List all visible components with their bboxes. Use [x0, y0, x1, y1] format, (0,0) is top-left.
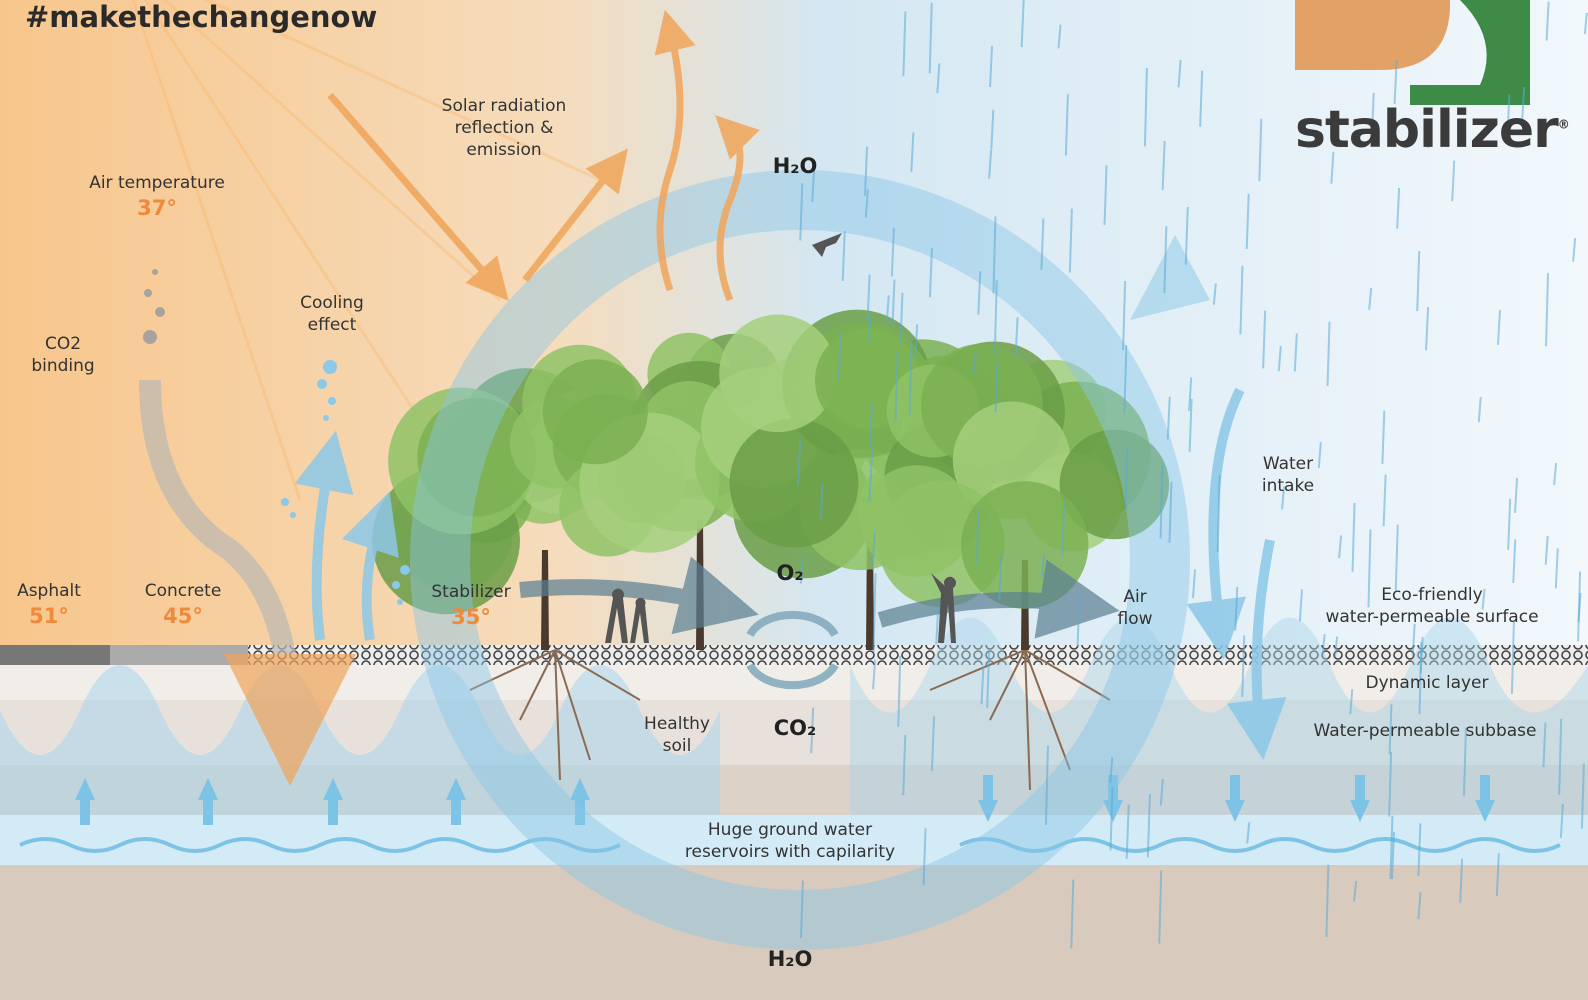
ground-water-label: Huge ground waterreservoirs with capilar…: [685, 819, 895, 863]
label-line: Air: [1117, 586, 1152, 608]
value: 37°: [89, 194, 225, 222]
label-line: reflection &: [442, 117, 567, 139]
air-flow-label: Airflow: [1117, 586, 1152, 630]
cooling-effect-label: Coolingeffect: [300, 292, 364, 336]
label-line: soil: [644, 735, 710, 757]
label-line: binding: [31, 355, 94, 377]
dynamic-layer-label: Dynamic layer: [1365, 672, 1488, 694]
h2o-bottom: H₂O: [768, 948, 813, 970]
subbase-label: Water-permeable subbase: [1313, 720, 1536, 742]
label: Stabilizer: [431, 581, 510, 603]
value: 45°: [145, 602, 222, 630]
solar-radiation-label: Solar radiationreflection &emission: [442, 95, 567, 161]
label-line: water-permeable surface: [1325, 606, 1538, 628]
hashtag: #makethechangenow: [25, 0, 377, 34]
logo-name: stabilizer: [1295, 100, 1558, 160]
label-line: CO2: [31, 333, 94, 355]
concrete: Concrete45°: [145, 580, 222, 630]
logo-mark: ®: [1558, 118, 1569, 132]
label: Air temperature: [89, 172, 225, 194]
logo-text: stabilizer®: [1295, 100, 1569, 160]
label-line: flow: [1117, 608, 1152, 630]
label-line: effect: [300, 314, 364, 336]
label-line: reservoirs with capilarity: [685, 841, 895, 863]
tree-canopy: [730, 419, 859, 548]
label-line: Healthy: [644, 713, 710, 735]
label-line: Solar radiation: [442, 95, 567, 117]
label-line: intake: [1262, 475, 1314, 497]
co2-label: CO₂: [774, 717, 816, 739]
label: Concrete: [145, 580, 222, 602]
water-intake-label: Waterintake: [1262, 453, 1314, 497]
value: 51°: [17, 602, 81, 630]
tree-trunk: [696, 520, 704, 650]
eco-friendly-label: Eco-friendlywater-permeable surface: [1325, 584, 1538, 628]
label-line: Huge ground water: [685, 819, 895, 841]
label-line: Cooling: [300, 292, 364, 314]
h2o-top: H₂O: [773, 155, 818, 177]
co2-binding-label: CO2binding: [31, 333, 94, 377]
tree-trunk: [541, 550, 549, 650]
o2-label: O₂: [776, 562, 803, 584]
label-line: Water: [1262, 453, 1314, 475]
tree-canopy: [543, 359, 648, 464]
air-temperature: Air temperature37°: [89, 172, 225, 222]
tree-canopy: [961, 481, 1088, 608]
value: 35°: [431, 603, 510, 631]
label: Asphalt: [17, 580, 81, 602]
label-line: Eco-friendly: [1325, 584, 1538, 606]
page: #makethechangenow stabilizer® Solar radi…: [0, 0, 1588, 1000]
label-line: emission: [442, 139, 567, 161]
